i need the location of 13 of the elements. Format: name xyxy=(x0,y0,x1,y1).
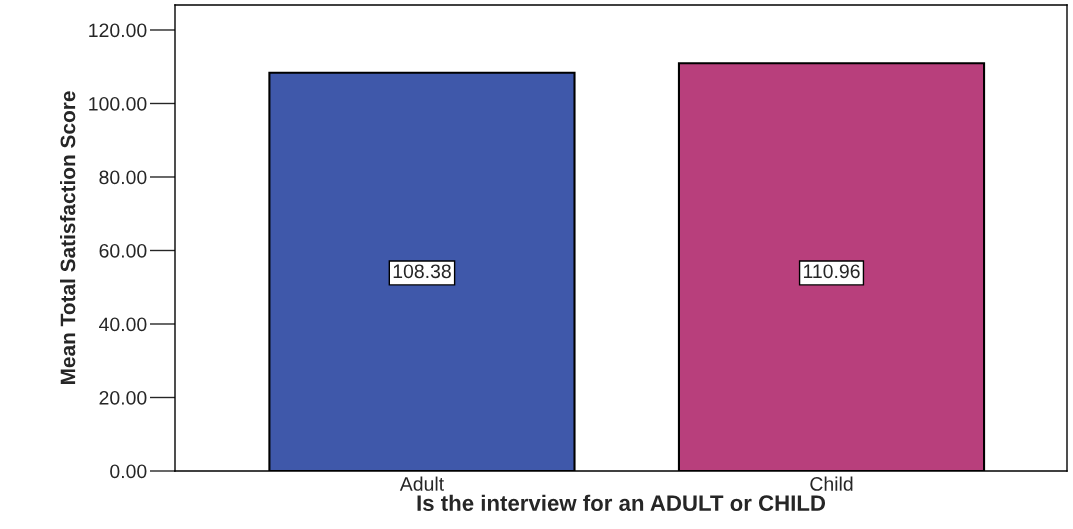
data-label: 110.96 xyxy=(803,264,860,279)
y-tick-label: 80.00 xyxy=(99,170,147,185)
y-tick-label: 20.00 xyxy=(99,390,147,405)
y-tick-label: 120.00 xyxy=(89,23,147,38)
x-tick-label: Adult xyxy=(399,476,444,491)
y-tick-label: 40.00 xyxy=(99,317,147,332)
y-tick-label: 100.00 xyxy=(89,96,147,111)
x-tick-label: Child xyxy=(810,476,853,491)
x-axis-title: Is the interview for an ADULT or CHILD xyxy=(417,494,826,511)
y-tick-label: 0.00 xyxy=(110,464,147,479)
data-label: 108.38 xyxy=(393,264,451,279)
y-tick-label: 60.00 xyxy=(99,243,147,258)
y-axis-title: Mean Total Satisfaction Score xyxy=(60,91,76,385)
